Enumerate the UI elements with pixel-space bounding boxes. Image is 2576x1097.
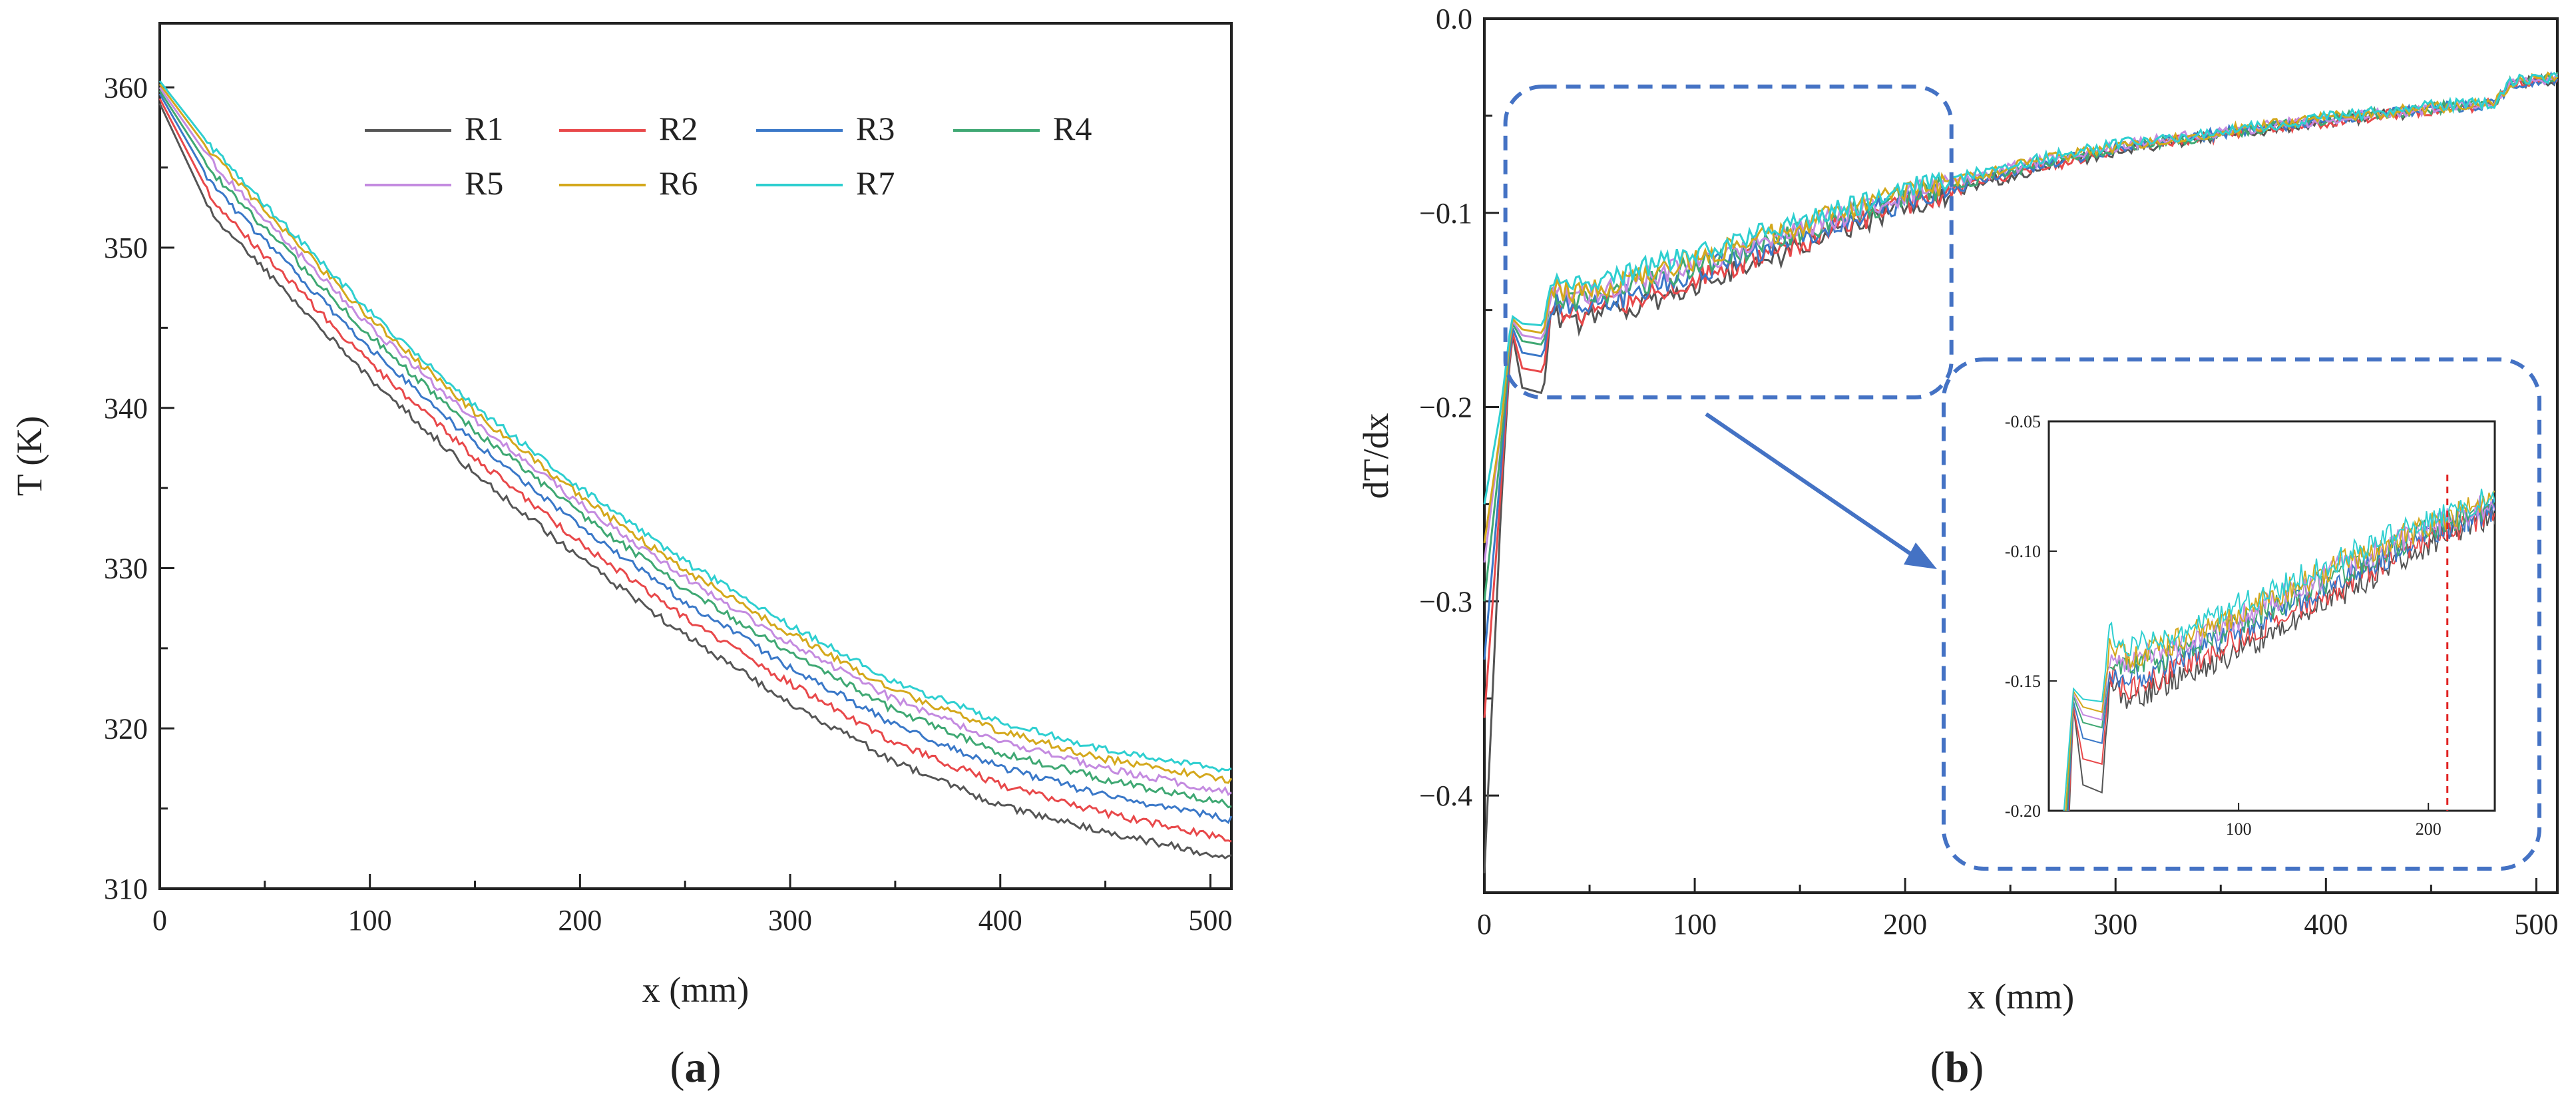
chart-b: 0 100 200 300 400 500 0.0 −0.1 −0.2 −0.3 −0.4 100 2… (1356, 3, 2559, 1092)
y-tick-label: −0.1 (1419, 197, 1472, 230)
y-tick-label: 310 (104, 873, 148, 905)
series-line-r2 (158, 98, 1232, 843)
highlight-box (1503, 85, 1954, 399)
x-tick-label: 500 (1188, 904, 1232, 937)
chart-a-y-axis-label: T (K) (9, 416, 49, 496)
chart-a-panel-label: (a) (670, 1043, 722, 1092)
y-tick-label: −0.3 (1419, 585, 1472, 618)
inset-series-line-7 (2063, 489, 2495, 811)
series-line-r3 (158, 93, 1233, 824)
inset-series (2063, 489, 2495, 811)
inset-x-tick-label: 100 (2226, 819, 2252, 839)
chart-a-legend: R1 R2 R3 R4 R5 R6 R7 (365, 110, 1092, 202)
series-line-7 (1483, 71, 2559, 505)
inset-x-tick-label: 200 (2416, 819, 2442, 839)
panel-paren-open: ( (1930, 1043, 1945, 1092)
x-tick-label: 200 (558, 904, 602, 937)
y-tick-label: −0.2 (1419, 391, 1472, 424)
panel-letter: a (685, 1043, 707, 1092)
y-tick-label: 0.0 (1436, 3, 1472, 35)
x-tick-label: 300 (768, 904, 812, 937)
inset-y-tick-label: -0.20 (2005, 801, 2041, 821)
y-tick-label: 360 (104, 71, 148, 104)
x-tick-label: 0 (1477, 908, 1492, 941)
chart-a-plot-frame (158, 22, 1233, 890)
series-line-r5 (158, 87, 1232, 796)
y-tick-label: 350 (104, 232, 148, 264)
inset-y-tick-label: -0.15 (2005, 672, 2041, 691)
legend-label-r4: R4 (1053, 110, 1092, 147)
series-line-r7 (158, 80, 1232, 773)
legend-label-r5: R5 (465, 164, 503, 202)
x-tick-label: 500 (2514, 908, 2558, 941)
chart-a-series (158, 80, 1233, 860)
chart-b-x-axis-label: x (mm) (1968, 977, 2074, 1016)
x-tick-label: 300 (2093, 908, 2137, 941)
chart-a-ticks: 0 100 200 300 400 500 310 320 330 340 350 360 (104, 71, 1232, 937)
chart-b-panel-label: (b) (1930, 1043, 1984, 1092)
x-tick-label: 400 (978, 904, 1022, 937)
x-tick-label: 100 (348, 904, 392, 937)
inset-series-line-6 (2065, 490, 2495, 811)
chart-b-inset: 100 200 -0.05 -0.10 -0.15 -0.20 (1705, 357, 2541, 871)
inset-y-tick-label: -0.05 (2005, 412, 2041, 431)
chart-a-x-axis-label: x (mm) (642, 970, 749, 1010)
chart-b-series (1483, 71, 2559, 873)
inset-series-line-2 (2067, 504, 2495, 811)
series-line-r6 (158, 83, 1233, 784)
legend-label-r7: R7 (856, 164, 895, 202)
x-tick-label: 0 (152, 904, 167, 937)
chart-b-ticks: 0 100 200 300 400 500 0.0 −0.1 −0.2 −0.3 −0.4 (1419, 3, 2558, 941)
y-tick-label: 330 (104, 552, 148, 585)
y-tick-label: 340 (104, 392, 148, 425)
legend-label-r1: R1 (465, 110, 503, 147)
x-tick-label: 400 (2304, 908, 2348, 941)
zoom-arrow-head (1904, 543, 1937, 569)
series-line-r4 (158, 90, 1232, 809)
y-tick-label: 320 (104, 712, 148, 745)
x-tick-label: 100 (1673, 908, 1717, 941)
y-tick-label: −0.4 (1419, 779, 1472, 812)
series-line-4 (1483, 71, 2559, 602)
chart-b-plot-frame (1483, 17, 2559, 894)
legend-label-r2: R2 (659, 110, 698, 147)
legend-label-r3: R3 (856, 110, 895, 147)
chart-b-highlight-region (1503, 85, 1954, 399)
x-tick-label: 200 (1883, 908, 1927, 941)
zoom-arrow (1705, 412, 1922, 562)
inset-y-tick-label: -0.10 (2005, 542, 2041, 561)
panel-paren-close: ) (1969, 1043, 1984, 1092)
legend-label-r6: R6 (659, 164, 698, 202)
panel-paren-close: ) (707, 1043, 722, 1092)
panel-letter: b (1945, 1043, 1970, 1092)
chart-b-y-axis-label: dT/dx (1356, 413, 1396, 499)
series-line-r1 (158, 103, 1232, 860)
inset-plot-frame (2047, 420, 2496, 812)
panel-paren-open: ( (670, 1043, 685, 1092)
